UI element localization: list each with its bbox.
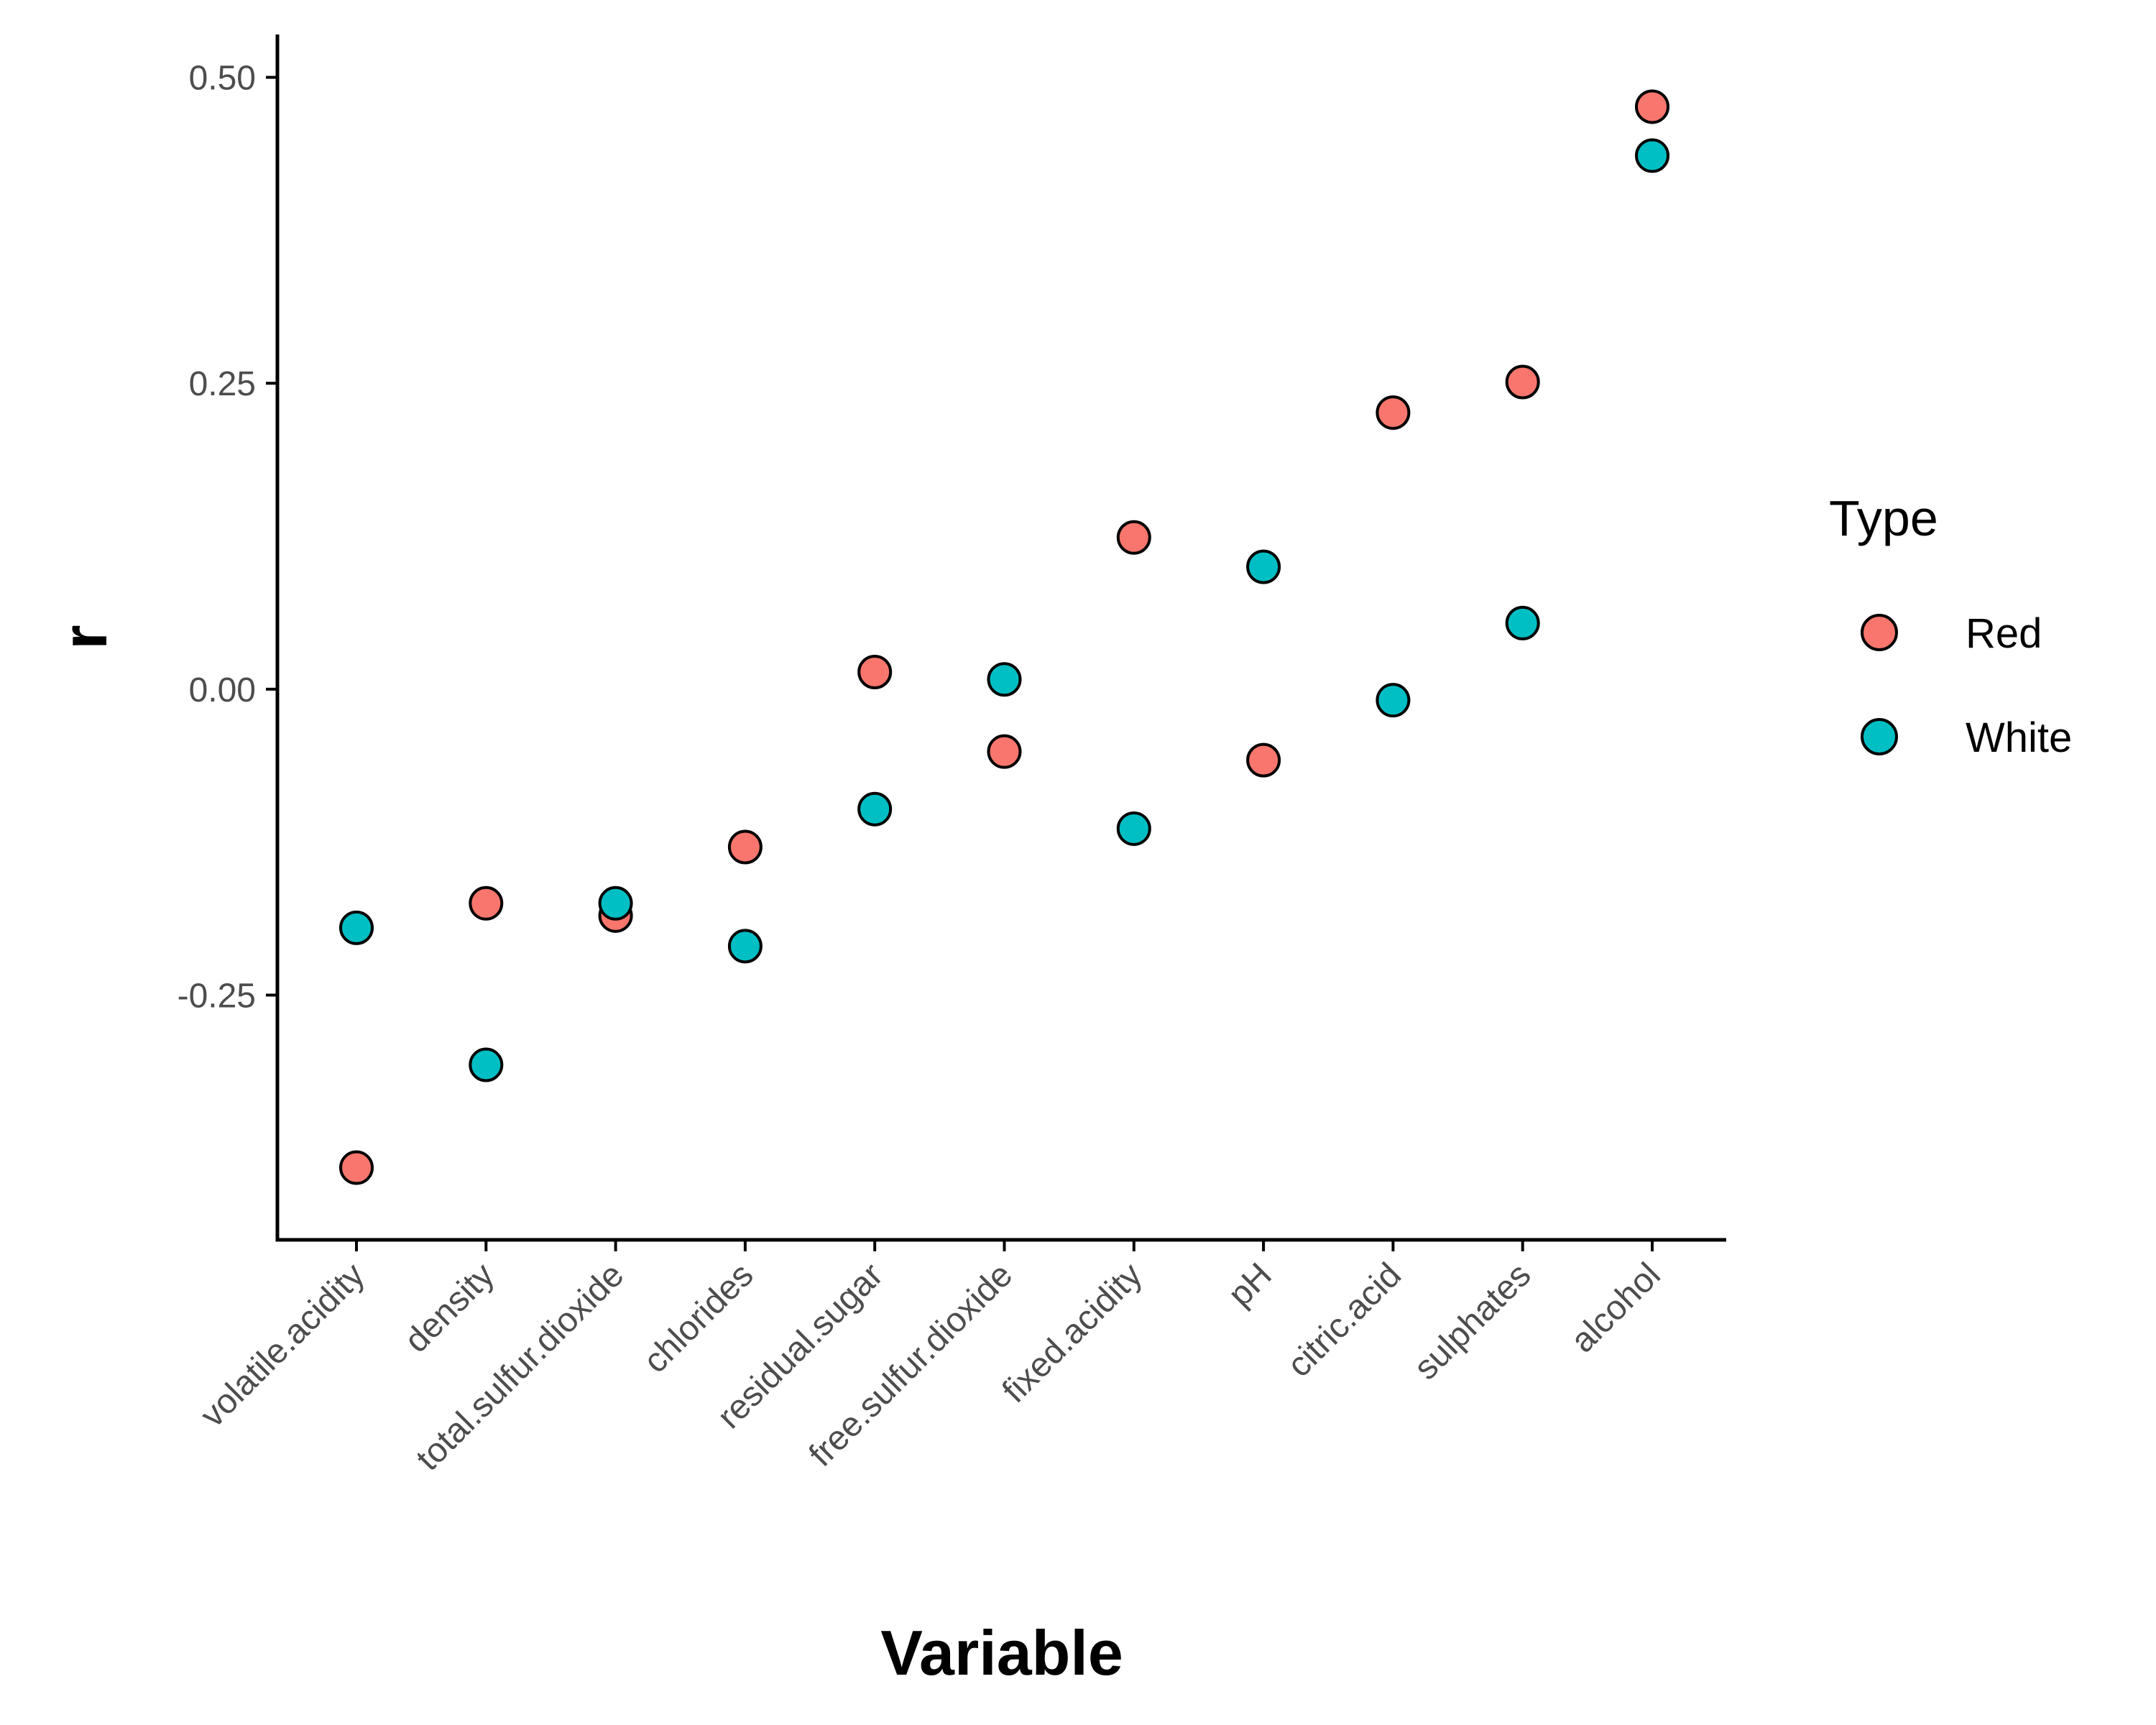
x-ticks: volatile.acidity densitytotal.sulfur.diox… (193, 1240, 1668, 1478)
point-red (727, 829, 763, 865)
x-tick-label: sulphates (1407, 1256, 1539, 1387)
legend-label: Red (1966, 610, 2042, 657)
point-white (1505, 605, 1540, 640)
point-red (469, 886, 504, 921)
point-white (1246, 549, 1281, 584)
legend-key-white (1861, 718, 1898, 755)
x-axis-title: Variable (880, 1617, 1123, 1688)
point-red (857, 655, 893, 690)
point-white (1376, 683, 1411, 718)
y-axis: 0.50 0.25 0.00 -0.25 (178, 34, 280, 1242)
legend-item-red: Red (1861, 610, 2042, 657)
legend-label: White (1966, 714, 2072, 761)
x-tick-label: chlorides (636, 1256, 760, 1380)
point-red (1376, 395, 1411, 431)
legend-key-red (1861, 614, 1898, 651)
y-tick-label: 0.00 (189, 671, 256, 709)
y-tick-label: 0.50 (189, 60, 256, 98)
y-axis-title: r (49, 625, 120, 649)
series-white (339, 138, 1669, 1082)
x-axis: volatile.acidity densitytotal.sulfur.diox… (193, 1238, 1726, 1478)
point-white (857, 791, 893, 827)
x-tick-label: fixed.acidity (995, 1256, 1150, 1410)
y-ticks: 0.50 0.25 0.00 -0.25 (178, 60, 277, 1015)
point-red (1246, 742, 1281, 778)
point-white (598, 886, 633, 921)
point-white (339, 910, 374, 945)
y-tick-label: 0.25 (189, 365, 256, 403)
x-tick-label: pH (1221, 1256, 1279, 1314)
x-tick-label: alcohol (1564, 1256, 1668, 1360)
point-red (987, 734, 1022, 769)
point-red (1505, 364, 1540, 400)
x-tick-label: citric.acid (1280, 1256, 1409, 1384)
x-tick-label: volatile.acidity (193, 1256, 372, 1435)
point-white (1116, 811, 1151, 846)
point-white (1635, 138, 1669, 173)
point-red (339, 1150, 374, 1185)
data-points (339, 89, 1669, 1185)
point-white (469, 1047, 504, 1082)
x-tick-label: density (397, 1256, 502, 1360)
legend-title: Type (1829, 490, 1938, 546)
series-red (339, 89, 1669, 1185)
point-red (1635, 89, 1669, 124)
point-red (1116, 520, 1151, 555)
legend: Type Red White (1829, 490, 2072, 761)
legend-item-white: White (1861, 714, 2072, 761)
y-tick-label: -0.25 (178, 977, 256, 1015)
point-white (987, 662, 1022, 697)
legend-items: Red White (1861, 610, 2072, 761)
point-white (727, 929, 763, 964)
